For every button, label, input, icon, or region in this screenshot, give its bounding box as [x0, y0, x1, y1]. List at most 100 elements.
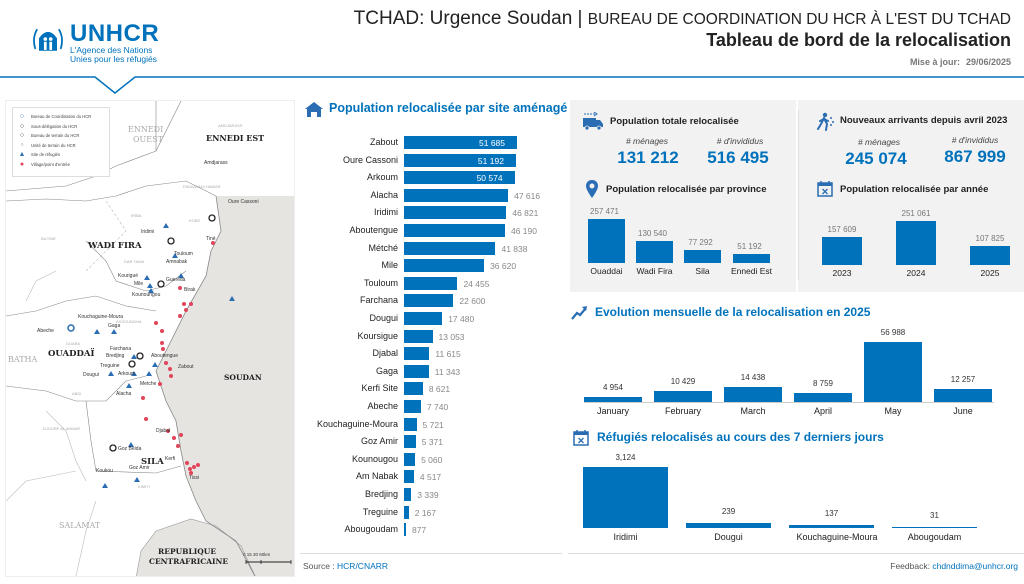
site-bar [404, 435, 416, 449]
region-salamat: SALAMAT [59, 521, 101, 530]
truck-icon [583, 112, 603, 130]
site-value: 51 685 [479, 138, 505, 148]
dept-label: DAR TAMA [124, 259, 145, 264]
legend-label: Sous-délégation du HCR [31, 123, 78, 129]
site-value: 11 343 [434, 366, 461, 377]
place-label: Abeche [37, 328, 54, 334]
year-bar [896, 221, 936, 265]
site-row: Treguine 2 167 [300, 505, 562, 520]
title-sub: BUREAU DE COORDINATION DU HCR À L'EST DU… [587, 11, 1011, 28]
place-label: Mile [134, 281, 144, 287]
site-value: 4 517 [419, 472, 442, 483]
site-row: Mile 36 620 [300, 259, 562, 273]
site-value: 51 192 [477, 155, 504, 166]
dept-label: OUARA [66, 341, 81, 346]
region-batha: BATHA [8, 355, 38, 364]
province-bar [588, 219, 625, 263]
year-label: 2023 [832, 268, 852, 278]
arrivals-panel-title: Nouveaux arrivants depuis avril 2023 [840, 115, 1008, 126]
region-ennedi-ouest-1: ENNEDI [128, 125, 164, 134]
site-7d-label: Abougoudam [907, 532, 962, 542]
title-main: TCHAD: Urgence Soudan | [353, 8, 588, 29]
place-label: Arkoum [118, 371, 136, 377]
site-bar [404, 488, 412, 501]
dept-label: DJOURF AL AHMAR [43, 426, 81, 431]
location-pin-icon [586, 180, 598, 198]
site-7d-value: 137 [824, 509, 839, 519]
dept-label: KOBE [189, 218, 201, 223]
site-name: Aboutengue [349, 225, 398, 235]
year-value: 107 825 [975, 234, 1005, 244]
place-label: Tissi [189, 475, 200, 481]
province-label: Ennedi Est [730, 266, 773, 276]
site-value: 5 060 [421, 454, 443, 465]
site-row: Touloum 24 455 [300, 276, 562, 291]
page-title: TCHAD: Urgence Soudan | BUREAU DE COORDI… [354, 8, 1011, 30]
site-row: Farchana 22 600 [300, 294, 562, 308]
legend-item: ○ Sous-délégation du HCR [17, 122, 105, 132]
site-row: Oure Cassoni 51 192 [300, 153, 562, 168]
month-label: February [664, 406, 701, 416]
place-label: Guereda [166, 277, 186, 283]
monthly-chart-title: Evolution mensuelle de la relocalisation… [595, 305, 871, 319]
month-label: March [740, 406, 766, 416]
village-pin-markers [141, 241, 215, 475]
site-bar [404, 417, 417, 431]
place-label: Kounoungou [132, 292, 161, 298]
map-scale-label: 0 15 30 60km [243, 552, 271, 557]
place-label: Oure Cassoni [228, 199, 259, 205]
site-row: Zabout 51 685 [300, 136, 562, 150]
site-value: 24 455 [463, 278, 490, 289]
place-label: Dougui [83, 372, 99, 378]
month-bar [794, 392, 852, 402]
circle-small-icon: ○ [20, 142, 24, 149]
province-bar [636, 240, 673, 263]
month-label: May [884, 406, 902, 416]
month-value: 10 429 [670, 377, 696, 387]
feedback-label: Feedback: [890, 561, 930, 571]
site-row: Kounougou 5 060 [300, 452, 562, 467]
place-label: Kourigué [118, 273, 139, 279]
source-link[interactable]: HCR/CNARR [337, 561, 389, 571]
place-label: Gaga [108, 323, 121, 329]
logo-subtitle-1: L'Agence des Nations [70, 45, 153, 55]
site-7d-bar [789, 525, 874, 528]
site-name: Kouchaguine-Moura [316, 418, 398, 429]
feedback-email-link[interactable]: chdnddima@unhcr.org [932, 561, 1018, 571]
site-row: Koursigue 13 053 [300, 329, 562, 344]
site-bar [404, 382, 423, 396]
site-name: Djabal [372, 348, 398, 359]
total-panel-title: Population totale relocalisée [610, 116, 739, 127]
site-bar [404, 364, 429, 378]
site-name: Kounougou [351, 453, 398, 464]
month-value: 56 988 [880, 328, 906, 337]
site-value: 2 167 [414, 507, 437, 518]
site-name: Bredjing [364, 489, 398, 499]
divider [568, 553, 1024, 554]
arrivals-menages-label: # ménages [857, 137, 901, 147]
site-value: 41 838 [501, 243, 528, 254]
site-bar [404, 505, 409, 519]
month-bar [934, 389, 992, 402]
place-label: Bredjing [106, 353, 125, 359]
map-shapes [6, 101, 294, 576]
month-label: June [953, 406, 973, 416]
dept-label: KIMITI [138, 484, 150, 489]
place-label: Koukou [96, 468, 113, 474]
site-name: Am Nabak [355, 471, 398, 482]
site-value: 3 339 [417, 490, 439, 500]
site-name: Koursigue [357, 330, 398, 341]
legend-label: Village/point d'entrée [31, 161, 70, 167]
site-bar [404, 400, 421, 413]
site-value: 11 615 [435, 349, 461, 360]
site-name: Arkoum [366, 172, 398, 183]
legend-item: ▲ Site de réfugiés [17, 150, 105, 160]
site-row: Am Nabak 4 517 [300, 470, 562, 484]
site-7d-label: Iridimi [613, 532, 638, 542]
month-bar [864, 342, 922, 402]
province-bar [733, 254, 770, 263]
running-person-icon [817, 112, 834, 131]
tent-icon: ▲ [18, 151, 26, 159]
calendar-x-icon [573, 430, 589, 446]
map[interactable]: ○ Bureau de Coordination du HCR ○ Sous-dél… [5, 100, 295, 577]
